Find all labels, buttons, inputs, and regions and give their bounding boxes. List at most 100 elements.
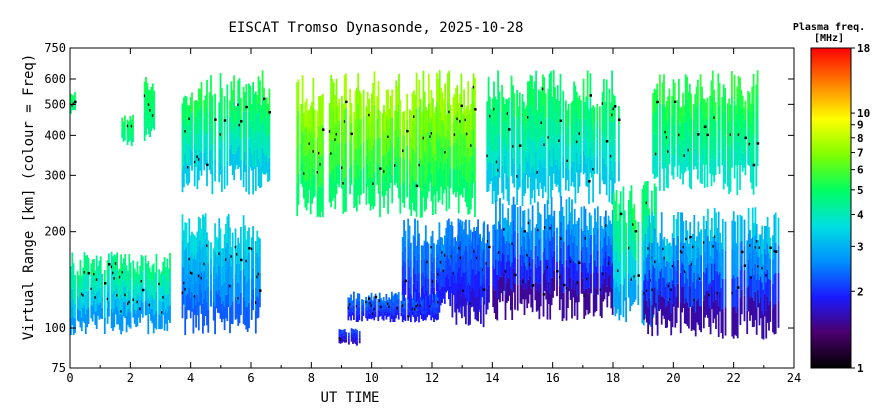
echo-column [562, 156, 565, 179]
echo-column [539, 160, 541, 183]
echo-column [539, 283, 542, 307]
echo-column [166, 258, 169, 277]
echo-column [308, 129, 311, 150]
echo-column [445, 227, 448, 244]
echo-column [139, 280, 141, 295]
echo-column [230, 123, 233, 145]
echo-column [185, 271, 188, 296]
echo-column [731, 307, 734, 337]
echo-column [524, 172, 527, 194]
echo-column [166, 276, 169, 295]
echo-column [695, 148, 698, 169]
echo-column [700, 229, 702, 255]
echo-column [504, 243, 507, 269]
echo-column [699, 155, 702, 184]
trace-dot [189, 271, 193, 274]
echo-column [724, 278, 727, 308]
echo-column [456, 165, 459, 192]
echo-column [581, 246, 584, 263]
echo-column [358, 337, 361, 341]
echo-column [415, 144, 418, 181]
echo-column [352, 329, 354, 333]
echo-column [739, 269, 742, 298]
echo-column [735, 150, 737, 166]
echo-column [139, 294, 141, 309]
echo-column [474, 147, 476, 183]
trace-dot [402, 149, 405, 152]
echo-column [619, 253, 622, 285]
echo-column [751, 163, 754, 189]
echo-column [746, 240, 749, 264]
echo-column [152, 298, 155, 316]
echo-column [721, 114, 724, 132]
echo-column [724, 111, 726, 136]
echo-column [216, 238, 219, 257]
echo-column [403, 111, 406, 136]
echo-column [693, 301, 696, 331]
echo-column [455, 115, 457, 143]
echo-column [95, 255, 98, 274]
echo-column [210, 274, 212, 291]
echo-column [704, 273, 707, 296]
echo-column [79, 276, 82, 294]
trace-dot [71, 103, 74, 107]
echo-column [369, 112, 372, 137]
echo-column [714, 102, 717, 121]
echo-column [366, 310, 369, 316]
echo-column [320, 95, 323, 125]
echo-column [424, 301, 427, 308]
echo-column [112, 274, 114, 294]
echo-column [76, 271, 79, 284]
echo-column [389, 117, 392, 140]
trace-dot [322, 128, 325, 131]
echo-column [412, 283, 415, 300]
echo-column [358, 306, 361, 314]
trace-dot [459, 120, 462, 123]
trace-dot [697, 133, 700, 136]
trace-dot [731, 291, 734, 295]
echo-column [694, 264, 697, 289]
echo-column [235, 135, 238, 151]
echo-column [637, 263, 640, 285]
echo-column [268, 88, 271, 112]
echo-column [385, 115, 388, 141]
echo-column [482, 223, 485, 250]
echo-column [195, 305, 197, 328]
echo-column [373, 302, 376, 309]
echo-column [596, 121, 599, 139]
echo-column [199, 283, 202, 306]
echo-column [112, 312, 114, 331]
echo-column [435, 268, 438, 280]
echo-column [777, 217, 780, 246]
echo-column [434, 187, 437, 214]
echo-column [507, 254, 510, 278]
echo-column [490, 145, 493, 163]
echo-column [633, 204, 636, 229]
echo-column [689, 264, 692, 286]
echo-column [259, 107, 261, 135]
echo-column [609, 121, 612, 142]
echo-column [313, 174, 316, 197]
trace-dot [219, 133, 223, 136]
echo-column [692, 137, 695, 154]
echo-column [362, 300, 365, 304]
echo-column [709, 115, 711, 135]
echo-column [350, 144, 353, 165]
echo-column [755, 161, 758, 187]
echo-column [508, 178, 510, 206]
echo-column [743, 295, 746, 322]
echo-column [627, 200, 630, 225]
echo-column [465, 219, 467, 246]
echo-column [358, 293, 361, 301]
echo-column [121, 127, 124, 133]
echo-column [508, 124, 510, 152]
echo-column [728, 98, 730, 123]
echo-column [537, 169, 540, 196]
echo-column [457, 130, 460, 159]
echo-column [516, 118, 518, 148]
echo-column [503, 254, 505, 273]
trace-dot [681, 251, 684, 254]
echo-column [656, 106, 659, 131]
echo-column [99, 256, 102, 272]
echo-column [412, 311, 415, 318]
